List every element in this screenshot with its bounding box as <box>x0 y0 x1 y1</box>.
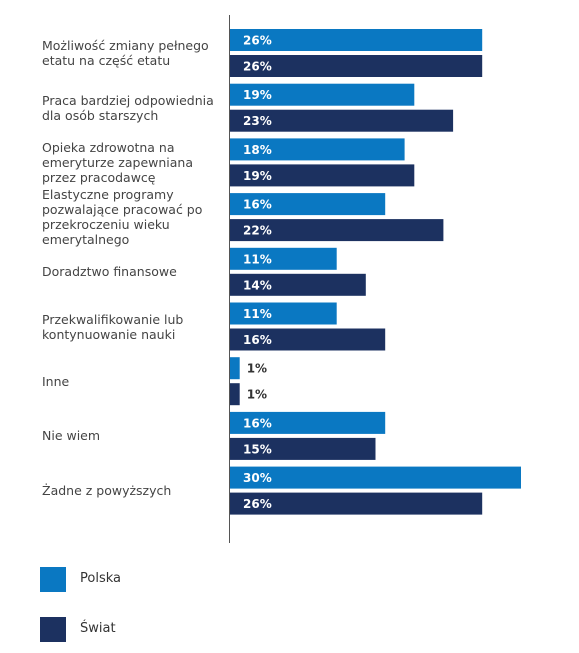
bar <box>230 273 366 296</box>
value-label: 18% <box>243 143 272 157</box>
value-label: 26% <box>243 497 272 511</box>
bar <box>230 492 483 515</box>
value-label: 26% <box>243 60 272 74</box>
category-label: Przekwalifikowanie lub kontynuowanie nau… <box>42 311 184 342</box>
bar <box>230 383 240 406</box>
bar <box>230 138 405 161</box>
category-label: Żadne z powyższych <box>42 483 172 499</box>
value-label: 16% <box>243 198 272 212</box>
bar <box>230 247 337 270</box>
bar <box>230 193 386 216</box>
category-label: Doradztwo finansowe <box>42 264 177 280</box>
category-label: Inne <box>42 373 70 389</box>
value-label: 19% <box>243 88 272 102</box>
value-label: 11% <box>243 252 272 266</box>
value-label: 23% <box>243 114 272 128</box>
legend-swatch <box>40 617 66 642</box>
bar <box>230 164 415 187</box>
category-label: Praca bardziej odpowiednia dla osób star… <box>42 92 214 123</box>
bar <box>230 437 376 460</box>
value-label: 16% <box>243 416 272 430</box>
value-label: 22% <box>243 224 272 238</box>
legend-label: Polska <box>80 571 121 586</box>
category-label: Nie wiem <box>42 428 101 444</box>
value-label: 11% <box>243 307 272 321</box>
bar <box>230 219 444 242</box>
bar <box>230 466 521 489</box>
value-label: 15% <box>243 442 272 456</box>
bar <box>230 83 415 106</box>
legend-swatch <box>40 567 66 592</box>
bar <box>230 29 483 51</box>
bar <box>230 109 454 132</box>
legend-label: Świat <box>80 621 116 636</box>
value-label: 26% <box>243 34 272 48</box>
bar <box>230 302 337 325</box>
bar <box>230 411 386 434</box>
value-label: 30% <box>243 471 272 485</box>
bar <box>230 55 483 77</box>
category-label: Opieka zdrowotna na emeryturze zapewnian… <box>42 139 193 185</box>
bar <box>230 328 386 351</box>
value-label: 1% <box>247 388 267 402</box>
value-label: 16% <box>243 333 272 347</box>
value-label: 19% <box>243 169 272 183</box>
bar <box>230 357 240 380</box>
value-label: 14% <box>243 278 272 292</box>
category-label: Elastyczne programy pozwalające pracować… <box>42 187 203 248</box>
value-label: 1% <box>247 362 267 376</box>
category-label: Możliwość zmiany pełnego etatu na część … <box>42 38 209 68</box>
